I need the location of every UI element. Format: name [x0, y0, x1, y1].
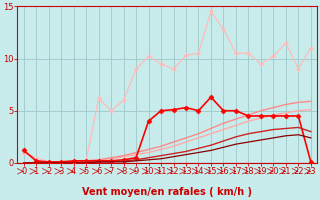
X-axis label: Vent moyen/en rafales ( km/h ): Vent moyen/en rafales ( km/h )	[82, 187, 252, 197]
